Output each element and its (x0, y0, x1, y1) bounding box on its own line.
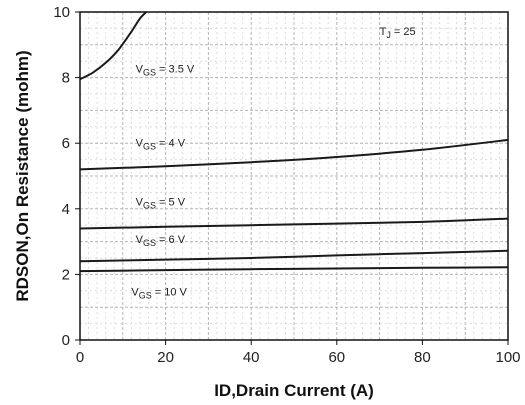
plot-area (79, 11, 509, 341)
series-labels: VGS = 3.5 V VGS = 4 V VGS = 5 V VGS = 6 V VG… (131, 26, 415, 301)
series-line-1 (79, 138, 509, 171)
series-line-4 (79, 266, 509, 273)
series-line-0 (79, 11, 148, 81)
series-curves (79, 11, 509, 273)
grid (80, 12, 508, 340)
series-label-1: VGS = 4 V (136, 137, 186, 151)
y-tick-label: 10 (53, 4, 70, 21)
tick-labels: 0 20 40 60 80 100 0 2 4 6 8 10 (53, 4, 520, 366)
x-tick-label: 100 (495, 349, 520, 366)
y-tick-label: 6 (62, 135, 70, 152)
tj-annotation: TJ = 25 (380, 26, 416, 40)
x-tick-label: 60 (328, 349, 345, 366)
series-label-4: VGS = 10 V (131, 287, 187, 301)
series-label-2: VGS = 5 V (136, 197, 186, 211)
series-label-0: VGS = 3.5 V (136, 64, 195, 78)
y-tick-label: 2 (62, 266, 70, 283)
y-tick-label: 8 (62, 70, 70, 87)
y-tick-label: 0 (62, 332, 70, 349)
x-axis-title: ID,Drain Current (A) (214, 381, 374, 400)
x-tick-label: 20 (157, 349, 174, 366)
x-tick-label: 0 (76, 349, 84, 366)
series-label-3: VGS = 6 V (136, 234, 186, 248)
x-tick-label: 80 (414, 349, 431, 366)
y-tick-label: 4 (62, 201, 70, 218)
plot-frame (79, 11, 509, 341)
series-line-2 (79, 217, 509, 230)
series-line-3 (79, 249, 509, 263)
x-tick-label: 40 (243, 349, 260, 366)
y-axis-title: RDSON,On Resistance (mohm) (13, 50, 32, 301)
